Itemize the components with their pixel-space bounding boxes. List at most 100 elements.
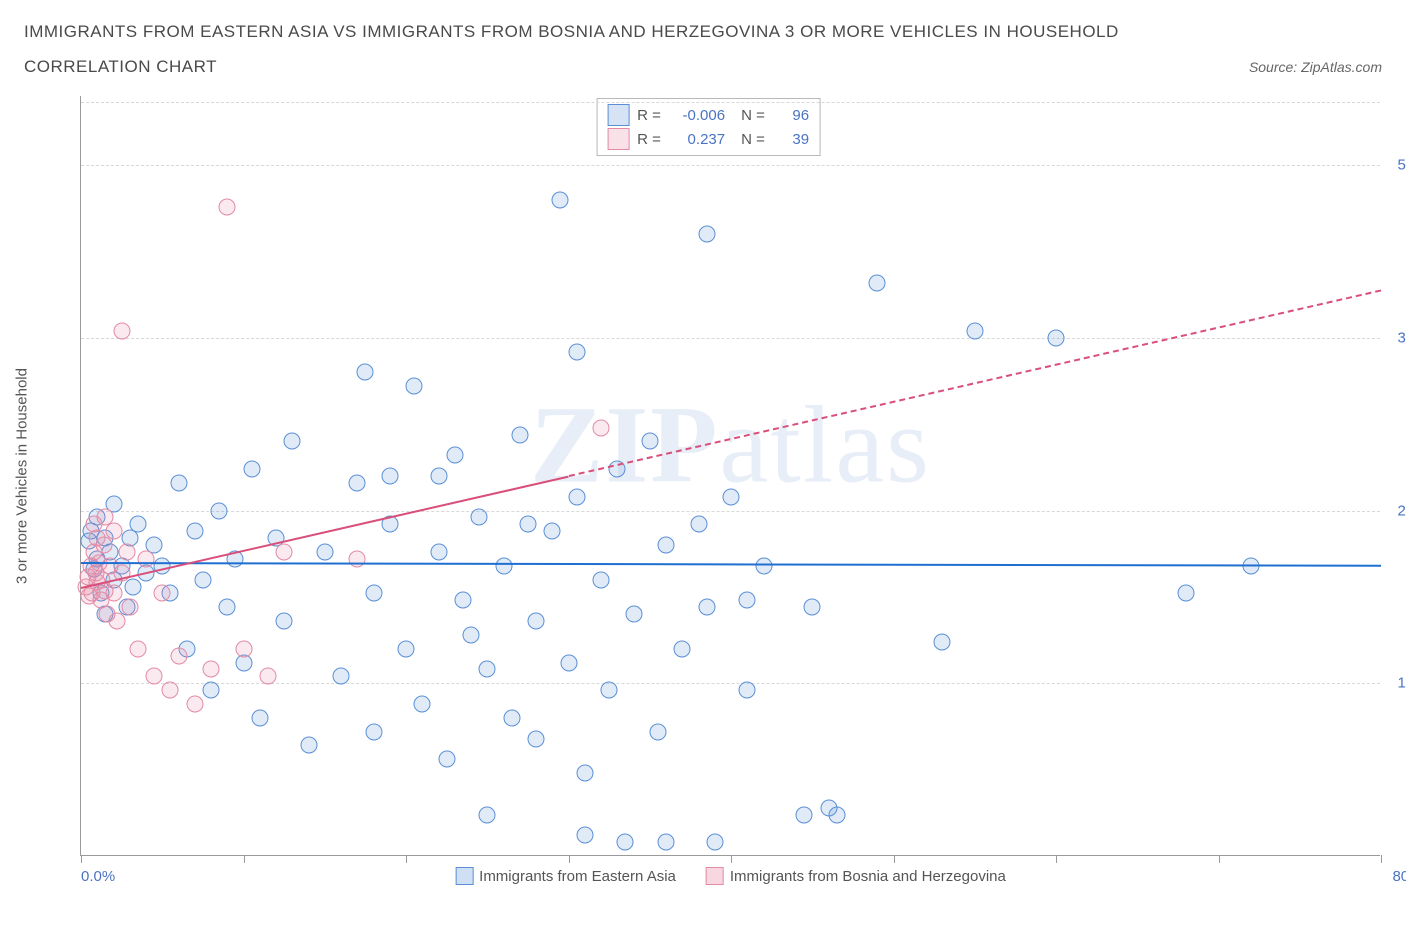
data-point <box>186 696 203 713</box>
stat-n-label: N = <box>741 107 771 124</box>
data-point <box>446 447 463 464</box>
data-point <box>333 668 350 685</box>
x-tick <box>406 855 407 863</box>
data-point <box>203 661 220 678</box>
data-point <box>755 557 772 574</box>
data-point <box>251 709 268 726</box>
data-point <box>519 516 536 533</box>
data-point <box>219 198 236 215</box>
data-point <box>108 613 125 630</box>
data-point <box>934 633 951 650</box>
data-point <box>138 550 155 567</box>
stat-n-value: 96 <box>779 107 809 124</box>
data-point <box>966 322 983 339</box>
data-point <box>1048 329 1065 346</box>
stat-r-label: R = <box>637 131 667 148</box>
data-point <box>593 419 610 436</box>
x-tick <box>81 855 82 863</box>
data-point <box>471 509 488 526</box>
data-point <box>641 433 658 450</box>
data-point <box>349 550 366 567</box>
data-point <box>739 592 756 609</box>
data-point <box>203 682 220 699</box>
data-point <box>349 474 366 491</box>
data-point <box>479 661 496 678</box>
data-point <box>463 626 480 643</box>
data-point <box>560 654 577 671</box>
data-point <box>568 488 585 505</box>
data-point <box>739 682 756 699</box>
data-point <box>194 571 211 588</box>
x-tick <box>569 855 570 863</box>
data-point <box>698 226 715 243</box>
data-point <box>219 599 236 616</box>
legend-item: Immigrants from Eastern Asia <box>455 867 676 885</box>
data-point <box>118 544 135 561</box>
x-tick <box>894 855 895 863</box>
trend-line <box>81 475 569 588</box>
legend-label: Immigrants from Eastern Asia <box>479 868 676 885</box>
chart-title-line1: Immigrants from Eastern Asia vs Immigran… <box>24 18 1382 45</box>
data-point <box>365 723 382 740</box>
data-point <box>495 557 512 574</box>
data-point <box>568 343 585 360</box>
x-tick <box>731 855 732 863</box>
x-axis-min-label: 0.0% <box>81 868 115 885</box>
data-point <box>121 599 138 616</box>
data-point <box>576 765 593 782</box>
x-tick <box>1056 855 1057 863</box>
data-point <box>414 696 431 713</box>
chart-title-line2: Correlation Chart <box>24 53 217 80</box>
data-point <box>276 613 293 630</box>
data-point <box>276 544 293 561</box>
data-point <box>690 516 707 533</box>
data-point <box>438 751 455 768</box>
legend-swatch <box>455 867 473 885</box>
legend-swatch <box>706 867 724 885</box>
data-point <box>186 523 203 540</box>
data-point <box>796 806 813 823</box>
data-point <box>503 709 520 726</box>
stat-r-value: -0.006 <box>675 107 725 124</box>
data-point <box>479 806 496 823</box>
y-axis-title: 3 or more Vehicles in Household <box>14 368 31 584</box>
correlation-chart: 3 or more Vehicles in Household ZIPatlas… <box>60 96 1380 856</box>
stat-n-label: N = <box>741 131 771 148</box>
data-point <box>125 578 142 595</box>
legend-swatch <box>607 104 629 126</box>
data-point <box>625 606 642 623</box>
stat-r-label: R = <box>637 107 667 124</box>
data-point <box>105 523 122 540</box>
x-tick <box>244 855 245 863</box>
legend-label: Immigrants from Bosnia and Herzegovina <box>730 868 1006 885</box>
trend-line <box>81 562 1381 567</box>
data-point <box>1178 585 1195 602</box>
gridline <box>81 165 1380 166</box>
data-point <box>698 599 715 616</box>
data-point <box>658 834 675 851</box>
legend-swatch <box>607 128 629 150</box>
data-point <box>528 613 545 630</box>
y-tick-label: 37.5% <box>1385 329 1406 346</box>
data-point <box>316 544 333 561</box>
stats-legend-row: R = -0.006 N = 96 <box>607 103 809 127</box>
data-point <box>706 834 723 851</box>
y-tick-label: 50.0% <box>1385 157 1406 174</box>
x-axis-max-label: 80.0% <box>1392 868 1406 885</box>
data-point <box>381 468 398 485</box>
series-legend: Immigrants from Eastern Asia Immigrants f… <box>455 867 1006 885</box>
data-point <box>365 585 382 602</box>
data-point <box>113 322 130 339</box>
data-point <box>528 730 545 747</box>
y-tick-label: 12.5% <box>1385 675 1406 692</box>
gridline <box>81 338 1380 339</box>
data-point <box>576 827 593 844</box>
data-point <box>552 191 569 208</box>
data-point <box>129 640 146 657</box>
data-point <box>406 378 423 395</box>
data-point <box>617 834 634 851</box>
data-point <box>430 468 447 485</box>
data-point <box>544 523 561 540</box>
data-point <box>243 461 260 478</box>
trend-line-extrapolated <box>568 289 1381 477</box>
